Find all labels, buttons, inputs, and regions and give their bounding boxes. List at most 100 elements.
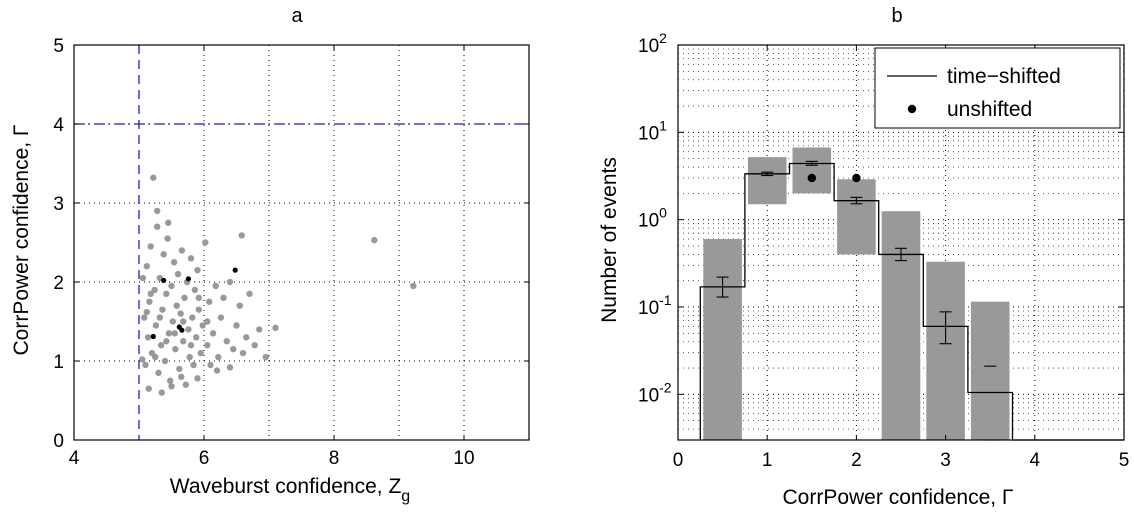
histogram-y-tick-label: 102: [638, 30, 667, 57]
scatter-point-gray: [156, 314, 163, 321]
scatter-point-gray: [169, 318, 176, 325]
scatter-point-black: [150, 333, 156, 340]
scatter-point-gray: [246, 290, 253, 298]
scatter-point-gray: [142, 361, 149, 369]
scatter-point-gray: [177, 310, 184, 317]
histogram-x-axis-label: CorrPower confidence, Γ: [783, 486, 1014, 509]
histogram-band: [792, 147, 832, 194]
scatter-y-tick-label: 3: [53, 194, 64, 215]
scatter-point-gray: [223, 338, 230, 345]
scatter-point-gray: [168, 282, 175, 290]
scatter-point-gray: [220, 294, 227, 301]
histogram-band: [837, 179, 876, 255]
histogram-band: [881, 211, 921, 440]
scatter-point-gray: [207, 361, 214, 369]
scatter-points: [139, 174, 417, 396]
scatter-point-gray: [197, 349, 204, 357]
scatter-point-black: [179, 327, 185, 333]
scatter-point-gray: [147, 290, 154, 298]
histogram-y-tick-label: 10-1: [638, 292, 672, 319]
scatter-axes-frame: [73, 44, 530, 441]
scatter-point-gray: [233, 322, 240, 329]
legend-dot-swatch: [907, 104, 917, 114]
scatter-point-gray: [165, 330, 173, 337]
scatter-point-gray: [143, 263, 150, 270]
scatter-point-black: [161, 277, 167, 284]
histogram-title: b: [891, 5, 902, 27]
scatter-point-gray: [155, 369, 162, 377]
scatter-y-tick-label: 2: [53, 273, 64, 294]
scatter-point-gray: [236, 302, 243, 309]
scatter-point-gray: [173, 302, 180, 309]
histogram-x-tick-label: 2: [851, 450, 862, 471]
scatter-point-black: [185, 276, 191, 282]
histogram-band: [747, 157, 787, 205]
scatter-point-gray: [256, 326, 263, 333]
unshifted-point: [807, 173, 816, 183]
legend-label-time-shifted: time−shifted: [947, 65, 1061, 88]
scatter-point-gray: [178, 247, 186, 254]
histogram-band: [970, 301, 1010, 440]
histogram-bands: [703, 147, 1010, 440]
scatter-point-gray: [410, 282, 417, 290]
scatter-point-gray: [193, 334, 200, 341]
scatter-y-tick-label: 1: [53, 352, 64, 373]
scatter-point-gray: [239, 349, 247, 357]
scatter-point-gray: [226, 364, 234, 371]
scatter-point-gray: [154, 207, 161, 215]
scatter-point-gray: [186, 353, 193, 361]
scatter-point-gray: [145, 385, 152, 392]
histogram-ticks: 0 1 2 3 4 5 10-2 10-1 100 101 102: [638, 30, 1129, 471]
scatter-point-gray: [190, 361, 197, 369]
scatter-point-gray: [139, 274, 147, 282]
scatter-point-gray: [195, 294, 202, 301]
unshifted-point: [852, 173, 861, 183]
time-shifted-series: [699, 162, 1124, 441]
scatter-point-gray: [176, 365, 183, 373]
histogram-x-tick-label: 5: [1119, 450, 1130, 471]
scatter-point-gray: [163, 290, 170, 298]
scatter-point-gray: [272, 324, 279, 332]
scatter-point-gray: [243, 334, 250, 341]
scatter-point-gray: [187, 255, 195, 262]
scatter-point-gray: [144, 334, 152, 341]
histogram-y-tick-label: 100: [638, 205, 667, 232]
scatter-point-gray: [168, 383, 175, 390]
scatter-x-axis-label: Waveburst confidence, Zg: [170, 475, 410, 505]
scatter-point-gray: [194, 266, 201, 274]
histogram-band: [926, 261, 965, 440]
scatter-point-gray: [187, 342, 195, 349]
scatter-point-gray: [262, 353, 269, 361]
scatter-point-gray: [371, 236, 378, 244]
scatter-point-gray: [165, 219, 172, 226]
scatter-point-gray: [180, 318, 187, 325]
scatter-y-axis-label: CorrPower confidence, Γ: [10, 125, 33, 356]
histogram-y-tick-label: 101: [638, 117, 667, 144]
scatter-point-gray: [141, 314, 148, 321]
legend-label-unshifted: unshifted: [947, 98, 1032, 121]
scatter-point-gray: [178, 373, 185, 380]
scatter-point-gray: [170, 259, 178, 266]
scatter-point-gray: [194, 375, 201, 382]
scatter-point-gray: [251, 342, 258, 349]
scatter-point-gray: [157, 342, 165, 349]
scatter-point-gray: [217, 314, 225, 321]
histogram-panel: b 0 1 2 3 4 5 10-2 10-1 100 101 102 time−shifted u…: [598, 5, 1129, 509]
scatter-point-gray: [199, 322, 206, 329]
unshifted-series: [807, 173, 861, 183]
scatter-point-gray: [195, 306, 202, 313]
scatter-point-gray: [150, 174, 157, 181]
scatter-point-gray: [189, 314, 196, 321]
scatter-point-gray: [160, 251, 167, 258]
scatter-point-gray: [172, 345, 179, 353]
scatter-point-gray: [163, 338, 170, 345]
histogram-axes-frame: [677, 44, 1125, 441]
scatter-point-gray: [191, 286, 199, 294]
scatter-point-gray: [147, 243, 154, 250]
scatter-point-gray: [151, 286, 158, 294]
scatter-point-black: [232, 267, 238, 273]
legend: time−shifted unshifted: [874, 47, 1121, 129]
scatter-point-gray: [158, 389, 165, 396]
scatter-x-tick-label: 6: [199, 448, 210, 469]
